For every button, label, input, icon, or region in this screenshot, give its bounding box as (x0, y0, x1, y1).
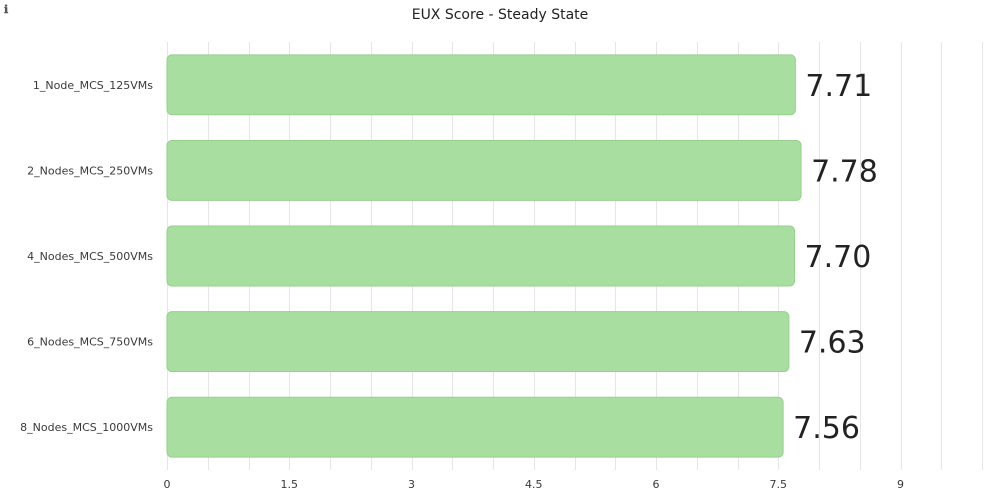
x-tick-label: 1.5 (281, 478, 299, 491)
x-tick-label: 0 (164, 478, 171, 491)
bar[interactable] (166, 54, 796, 116)
bar[interactable] (166, 139, 802, 201)
bar[interactable] (166, 311, 790, 373)
x-tick-label: 6 (653, 478, 660, 491)
bar[interactable] (166, 396, 784, 458)
data-label: 7.71 (805, 69, 872, 104)
category-label: 4_Nodes_MCS_500VMs (27, 250, 153, 263)
data-label: 7.63 (799, 326, 866, 361)
info-icon[interactable]: ℹ (4, 3, 9, 16)
chart-title: EUX Score - Steady State (411, 7, 589, 23)
category-label: 8_Nodes_MCS_1000VMs (20, 421, 153, 434)
category-label: 6_Nodes_MCS_750VMs (27, 336, 153, 349)
data-label: 7.70 (805, 240, 872, 275)
x-tick-label: 4.5 (525, 478, 543, 491)
category-label: 2_Nodes_MCS_250VMs (27, 164, 153, 177)
x-tick-label: 3 (408, 478, 415, 491)
data-label: 7.78 (811, 154, 878, 189)
data-label: 7.56 (793, 411, 860, 446)
x-tick-label: 7.5 (770, 478, 788, 491)
bar[interactable] (166, 225, 796, 287)
category-label: 1_Node_MCS_125VMs (33, 79, 153, 92)
x-tick-label: 9 (897, 478, 904, 491)
